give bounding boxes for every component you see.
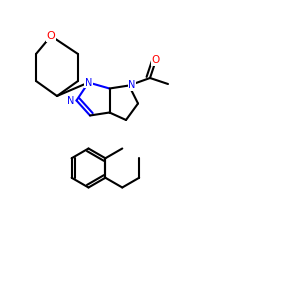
Text: N: N bbox=[85, 77, 92, 88]
Text: N: N bbox=[67, 95, 74, 106]
Text: N: N bbox=[128, 80, 136, 91]
Text: O: O bbox=[46, 31, 56, 41]
Text: O: O bbox=[152, 55, 160, 65]
